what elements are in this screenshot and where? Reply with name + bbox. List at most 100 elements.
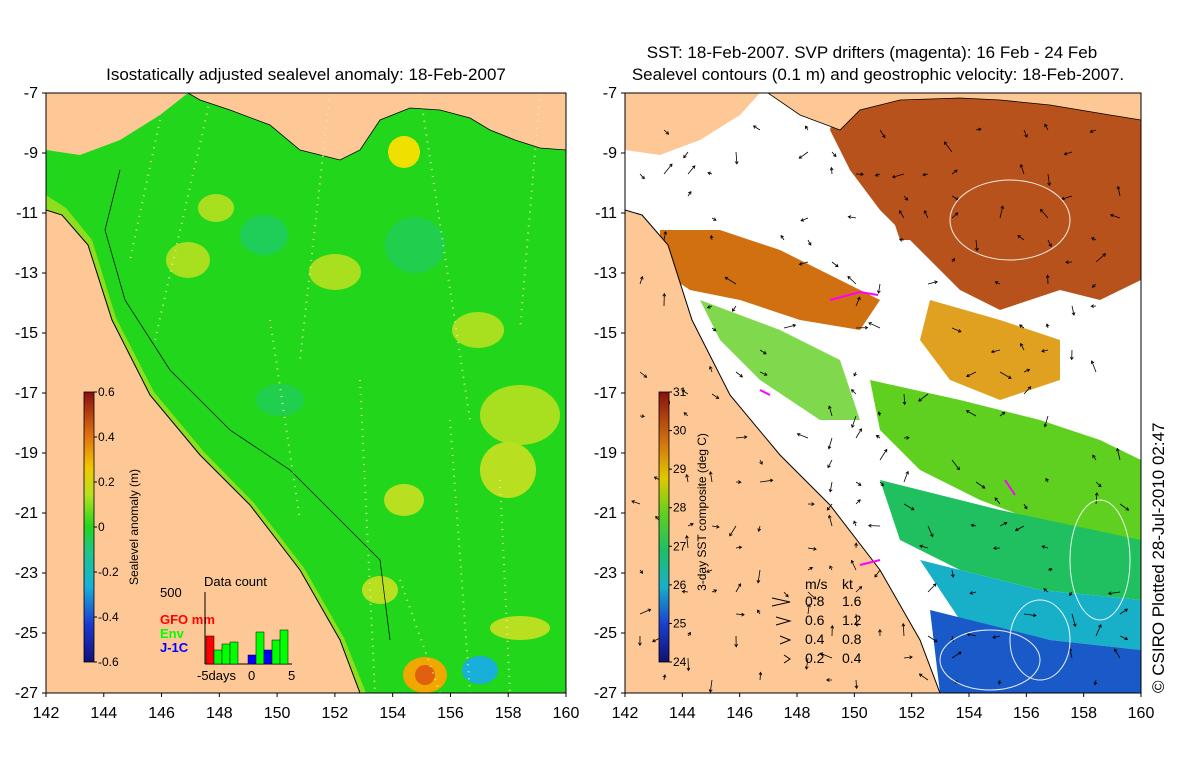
left-lon-tick: 152: [322, 705, 349, 722]
velocity-arrow: [828, 514, 833, 527]
velocity-arrow: [922, 172, 929, 177]
velocity-arrow: [1116, 185, 1121, 197]
velocity-arrow: [902, 393, 907, 406]
velocity-arrow: [687, 165, 696, 175]
velocity-arrow: [1109, 213, 1121, 219]
colorbar-tick-label: 0: [98, 520, 105, 534]
velocity-arrow: [891, 173, 905, 179]
velocity-arrow: [970, 523, 977, 528]
right-lat-tick: -7: [603, 85, 617, 102]
velocity-arrow: [681, 389, 689, 395]
data-count-xlabel: -5days: [197, 668, 237, 683]
velocity-arrow: [999, 205, 1005, 219]
colorbar-tick-label: -0.4: [98, 610, 119, 624]
velocity-arrow: [681, 589, 689, 594]
velocity-arrow: [783, 323, 797, 329]
velocity-arrow: [847, 215, 857, 219]
velocity-arrow: [1023, 503, 1028, 510]
velocity-arrow: [685, 473, 689, 483]
velocity-arrow: [1044, 123, 1049, 131]
left-lat-tick: -15: [15, 325, 38, 342]
velocity-arrow: [951, 169, 958, 175]
velocity-arrow: [1119, 503, 1130, 511]
svp-drifter-tracks: [759, 290, 1016, 566]
velocity-arrow: [828, 405, 833, 417]
velocity-arrow: [1092, 454, 1097, 461]
velocity-arrow: [1041, 349, 1049, 353]
sealevel-colorbar: 0.6 0.4 0.2 0 -0.2 -0.4 -0.6 Sealevel anomaly …: [83, 385, 141, 669]
velocity-arrow: [819, 652, 833, 659]
velocity-arrow: [807, 591, 817, 600]
velocity-arrow: [877, 283, 881, 294]
velocity-arrow: [1043, 415, 1049, 428]
velocity-arrow: [875, 435, 881, 439]
velocity-arrow: [639, 569, 644, 574]
velocity-arrow: [735, 371, 744, 378]
velocity-arrow: [798, 151, 809, 159]
velocity-arrow: [1018, 324, 1025, 329]
velocity-arrow: [724, 276, 737, 285]
velocity-legend-header-kt: kt: [842, 576, 853, 592]
velocity-arrow: [1093, 679, 1098, 686]
velocity-arrow: [855, 325, 869, 330]
right-lon-tick: 142: [612, 705, 639, 722]
right-lon-tick: 160: [1128, 705, 1155, 722]
velocity-arrow: [879, 448, 888, 461]
colorbar-tick-label: 31: [673, 385, 687, 399]
velocity-arrow: [951, 459, 960, 471]
velocity-arrow: [807, 603, 811, 615]
right-lat-tick: -11: [595, 205, 617, 222]
right-lat-tick: -15: [594, 325, 617, 342]
depth-contour: [104, 169, 391, 641]
velocity-arrow: [855, 428, 862, 439]
velocity-arrow: [1045, 323, 1050, 329]
velocity-arrow: [918, 393, 929, 402]
left-lat-tick: -27: [15, 685, 38, 702]
sealevel-contours: [939, 179, 1131, 691]
right-lon-tick: 150: [841, 705, 868, 722]
right-longitude-ticks: 142 144 146 148 150 152 154 156 158 160: [612, 693, 1155, 722]
velocity-arrow: [735, 612, 745, 617]
velocity-arrow: [877, 411, 882, 417]
right-lat-tick: -9: [603, 145, 617, 162]
velocity-arrow: [711, 327, 717, 332]
velocity-arrow: [826, 678, 832, 682]
velocity-legend-header-ms: m/s: [805, 576, 828, 592]
legend-j1c: J-1C: [160, 640, 189, 655]
data-count-xtick-5: 5: [288, 668, 295, 683]
left-lon-tick: 150: [264, 705, 291, 722]
colorbar-tick-label: 25: [673, 616, 687, 630]
velocity-arrow: [831, 261, 839, 268]
velocity-arrow: [1119, 608, 1129, 615]
velocity-arrow: [1041, 545, 1049, 549]
velocity-legend-ms: 0.6: [805, 612, 825, 628]
velocity-arrow: [1116, 447, 1121, 461]
velocity-arrow: [685, 534, 689, 549]
velocity-arrow: [855, 613, 859, 627]
left-lat-tick: -21: [15, 505, 38, 522]
velocity-arrow: [951, 212, 959, 219]
velocity-arrow: [966, 632, 977, 637]
left-lon-tick: 156: [437, 705, 464, 722]
velocity-arrow: [847, 275, 857, 285]
velocity-arrow: [759, 459, 763, 465]
data-count-max-label: 500: [160, 585, 182, 600]
sst-map: SST: 18-Feb-2007. SVP drifters (magenta)…: [594, 43, 1155, 722]
velocity-arrow: [798, 261, 809, 266]
velocity-arrow: [734, 151, 739, 165]
left-lat-tick: -25: [15, 625, 38, 642]
velocity-arrow: [804, 657, 809, 670]
velocity-arrow: [903, 195, 909, 201]
velocity-arrow: [1090, 237, 1097, 241]
velocity-arrow: [975, 127, 982, 132]
velocity-arrow: [999, 521, 1008, 527]
velocity-arrow: [903, 435, 910, 440]
sealevel-anomaly-map: Isostatically adjusted sealevel anomaly:…: [15, 65, 580, 722]
velocity-arrow: [918, 673, 929, 681]
velocity-arrow: [903, 655, 913, 660]
velocity-arrow: [829, 166, 834, 175]
velocity-arrow: [855, 296, 861, 307]
velocity-arrow: [1047, 239, 1052, 248]
velocity-arrow: [969, 591, 977, 595]
velocity-arrow: [735, 435, 748, 440]
